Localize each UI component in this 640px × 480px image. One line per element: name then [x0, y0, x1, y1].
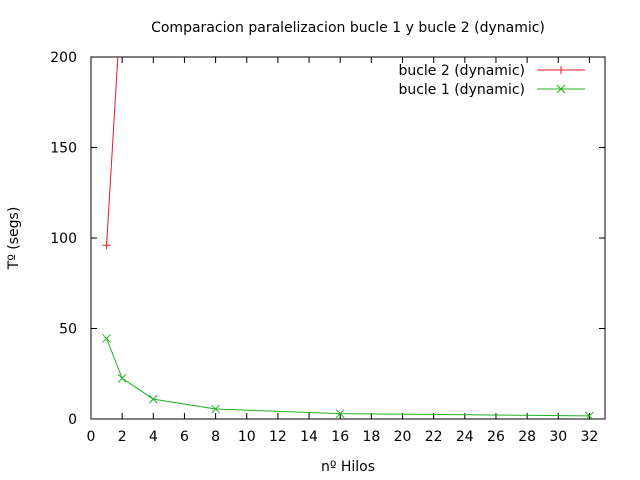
x-tick-label: 26 — [487, 429, 505, 445]
legend-swatch-marker — [556, 84, 566, 94]
y-axis-title: Tº (segs) — [6, 207, 22, 271]
legend-swatch-marker — [557, 66, 565, 74]
y-tick-label: 0 — [68, 412, 77, 428]
x-tick-label: 6 — [180, 429, 189, 445]
x-tick-label: 18 — [362, 429, 380, 445]
legend-label: bucle 2 (dynamic) — [398, 63, 525, 79]
x-axis: 0 2 4 6 8 10 12 14 16 18 20 22 24 26 28 30 32 — [87, 57, 599, 445]
x-tick-label: 28 — [518, 429, 536, 445]
x-tick-label: 22 — [425, 429, 443, 445]
series-line-1 — [106, 57, 119, 246]
x-tick-label: 32 — [581, 429, 599, 445]
data-point-series-2 — [148, 394, 158, 404]
y-tick-label: 200 — [50, 50, 77, 66]
data-point-series-2 — [211, 404, 220, 414]
x-tick-label: 4 — [149, 429, 158, 445]
x-tick-label: 30 — [549, 429, 567, 445]
y-axis: 0 50 100 150 200 — [50, 50, 605, 428]
x-tick-label: 2 — [118, 429, 127, 445]
x-tick-label: 16 — [331, 429, 349, 445]
data-point-series-2 — [335, 409, 345, 418]
series-line-2 — [106, 338, 590, 417]
y-tick-label: 100 — [50, 231, 77, 247]
x-tick-label: 12 — [269, 429, 287, 445]
series-layer — [106, 57, 590, 417]
x-tick-label: 20 — [394, 429, 412, 445]
legend: bucle 2 (dynamic) bucle 1 (dynamic) — [398, 63, 585, 98]
x-axis-title: nº Hilos — [321, 459, 375, 475]
data-point-series-2 — [117, 373, 127, 383]
data-point-series-2 — [585, 411, 594, 421]
x-tick-label: 0 — [87, 429, 96, 445]
chart-title: Comparacion paralelizacion bucle 1 y buc… — [151, 20, 545, 36]
plot-frame — [90, 56, 606, 420]
legend-label: bucle 1 (dynamic) — [398, 82, 525, 98]
x-tick-label: 14 — [300, 429, 318, 445]
x-tick-label: 10 — [238, 429, 256, 445]
y-tick-label: 150 — [50, 141, 77, 157]
data-point-series-2 — [102, 334, 111, 343]
x-tick-label: 24 — [456, 429, 474, 445]
marker-layer — [102, 241, 594, 421]
y-tick-label: 50 — [59, 322, 77, 338]
x-tick-label: 8 — [211, 429, 220, 445]
data-point-series-1 — [102, 241, 111, 250]
